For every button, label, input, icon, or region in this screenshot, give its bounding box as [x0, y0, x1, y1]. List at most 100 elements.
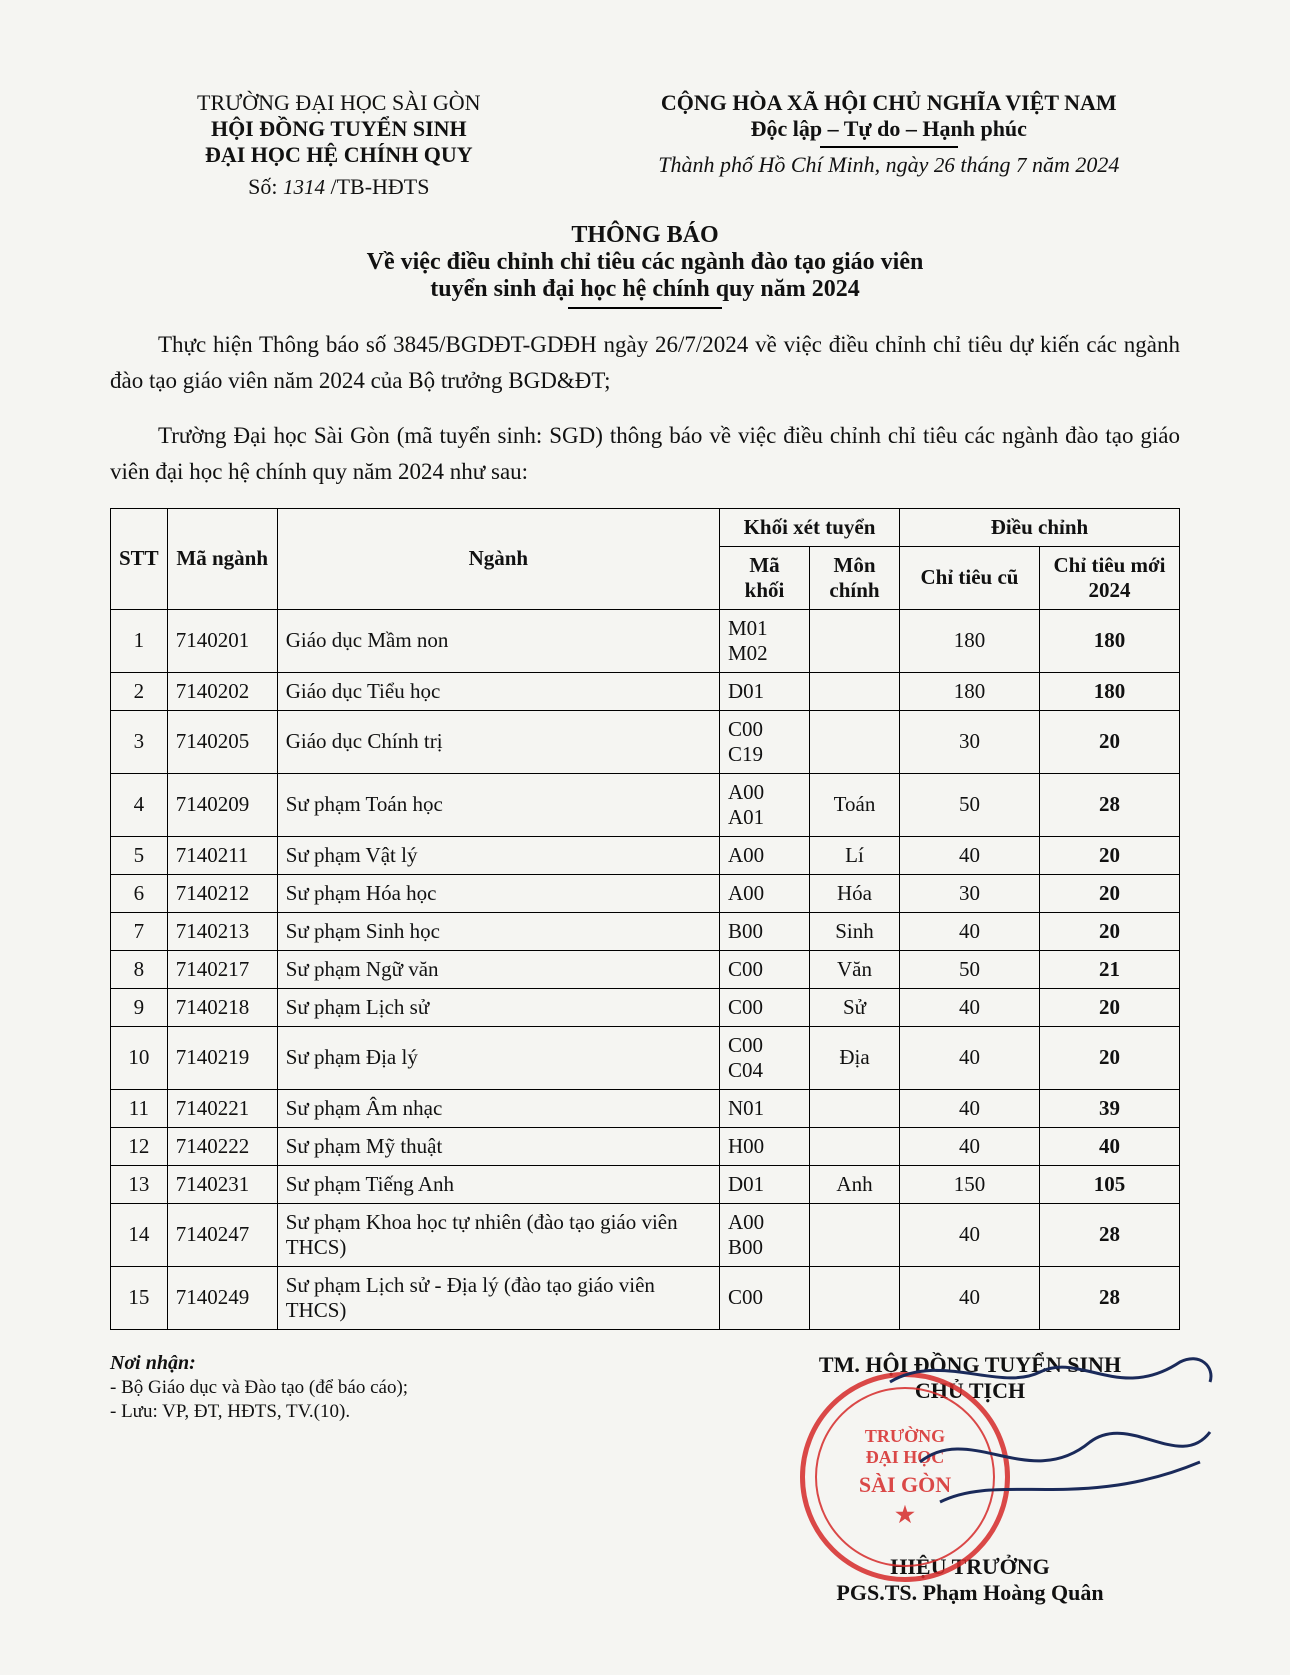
- cell-code: 7140222: [167, 1127, 277, 1165]
- cell-stt: 10: [111, 1026, 168, 1089]
- cell-major: Sư phạm Toán học: [277, 773, 719, 836]
- signature-name: PGS.TS. Phạm Hoàng Quân: [760, 1580, 1180, 1606]
- cell-khoi: C00C19: [720, 710, 810, 773]
- cell-major: Sư phạm Âm nhạc: [277, 1089, 719, 1127]
- th-khoi: Mã khối: [720, 546, 810, 609]
- th-stt: STT: [111, 508, 168, 609]
- cell-mon: Toán: [810, 773, 900, 836]
- ref-suffix: /TB-HĐTS: [330, 174, 429, 199]
- cell-stt: 6: [111, 874, 168, 912]
- header-left: TRƯỜNG ĐẠI HỌC SÀI GÒN HỘI ĐỒNG TUYỂN SI…: [110, 90, 568, 200]
- date-month-hand: 7: [1016, 153, 1027, 177]
- cell-major: Sư phạm Lịch sử - Địa lý (đào tạo giáo v…: [277, 1266, 719, 1329]
- cell-major: Giáo dục Mầm non: [277, 609, 719, 672]
- th-major: Ngành: [277, 508, 719, 609]
- reference-line: Số: 1314 /TB-HĐTS: [110, 174, 568, 200]
- cell-mon: Sinh: [810, 912, 900, 950]
- cell-old: 150: [900, 1165, 1040, 1203]
- cell-khoi: A00: [720, 836, 810, 874]
- cell-major: Sư phạm Vật lý: [277, 836, 719, 874]
- cell-stt: 4: [111, 773, 168, 836]
- th-mon: Môn chính: [810, 546, 900, 609]
- table-row: 17140201Giáo dục Mầm nonM01M02180180: [111, 609, 1180, 672]
- ref-number-handwritten: 1314: [283, 175, 325, 199]
- table-row: 57140211Sư phạm Vật lýA00Lí4020: [111, 836, 1180, 874]
- cell-old: 30: [900, 874, 1040, 912]
- cell-new: 20: [1040, 988, 1180, 1026]
- cell-code: 7140211: [167, 836, 277, 874]
- cell-old: 180: [900, 609, 1040, 672]
- title-line-3: tuyển sinh đại học hệ chính quy năm 2024: [430, 276, 859, 307]
- table-row: 127140222Sư phạm Mỹ thuậtH004040: [111, 1127, 1180, 1165]
- cell-khoi: M01M02: [720, 609, 810, 672]
- cell-old: 40: [900, 1089, 1040, 1127]
- cell-mon: [810, 609, 900, 672]
- header: TRƯỜNG ĐẠI HỌC SÀI GÒN HỘI ĐỒNG TUYỂN SI…: [110, 90, 1180, 200]
- cell-stt: 1: [111, 609, 168, 672]
- cell-khoi: C00: [720, 988, 810, 1026]
- cell-new: 39: [1040, 1089, 1180, 1127]
- recipients-item: - Lưu: VP, ĐT, HĐTS, TV.(10).: [110, 1401, 408, 1423]
- cell-mon: [810, 1203, 900, 1266]
- cell-code: 7140201: [167, 609, 277, 672]
- cell-new: 20: [1040, 710, 1180, 773]
- cell-mon: Địa: [810, 1026, 900, 1089]
- cell-mon: Anh: [810, 1165, 900, 1203]
- cell-mon: Sử: [810, 988, 900, 1026]
- cell-new: 20: [1040, 912, 1180, 950]
- cell-khoi: D01: [720, 1165, 810, 1203]
- paragraph-1: Thực hiện Thông báo số 3845/BGDĐT-GDĐH n…: [110, 327, 1180, 398]
- cell-major: Giáo dục Tiểu học: [277, 672, 719, 710]
- date-line: Thành phố Hồ Chí Minh, ngày 26 tháng 7 n…: [598, 152, 1180, 178]
- th-adjust: Điều chỉnh: [900, 508, 1180, 546]
- cell-mon: [810, 1266, 900, 1329]
- recipients-block: Nơi nhận: - Bộ Giáo dục và Đào tạo (để b…: [110, 1352, 408, 1606]
- cell-stt: 5: [111, 836, 168, 874]
- cell-mon: Hóa: [810, 874, 900, 912]
- cell-code: 7140205: [167, 710, 277, 773]
- cell-new: 28: [1040, 1266, 1180, 1329]
- cell-code: 7140218: [167, 988, 277, 1026]
- cell-code: 7140213: [167, 912, 277, 950]
- cell-khoi: B00: [720, 912, 810, 950]
- table-row: 87140217Sư phạm Ngữ vănC00Văn5021: [111, 950, 1180, 988]
- document-page: TRƯỜNG ĐẠI HỌC SÀI GÒN HỘI ĐỒNG TUYỂN SI…: [0, 0, 1290, 1675]
- cell-old: 40: [900, 1127, 1040, 1165]
- title-line-2: Về việc điều chỉnh chỉ tiêu các ngành đà…: [110, 249, 1180, 276]
- cell-khoi: N01: [720, 1089, 810, 1127]
- header-right: CỘNG HÒA XÃ HỘI CHỦ NGHĨA VIỆT NAM Độc l…: [598, 90, 1180, 200]
- motto-line: Độc lập – Tự do – Hạnh phúc: [751, 116, 1027, 146]
- cell-stt: 15: [111, 1266, 168, 1329]
- cell-mon: [810, 1089, 900, 1127]
- cell-stt: 11: [111, 1089, 168, 1127]
- cell-khoi: A00B00: [720, 1203, 810, 1266]
- footer: Nơi nhận: - Bộ Giáo dục và Đào tạo (để b…: [110, 1352, 1180, 1606]
- cell-khoi: D01: [720, 672, 810, 710]
- cell-major: Giáo dục Chính trị: [277, 710, 719, 773]
- cell-major: Sư phạm Hóa học: [277, 874, 719, 912]
- th-new: Chỉ tiêu mới 2024: [1040, 546, 1180, 609]
- table-row: 157140249Sư phạm Lịch sử - Địa lý (đào t…: [111, 1266, 1180, 1329]
- cell-major: Sư phạm Khoa học tự nhiên (đào tạo giáo …: [277, 1203, 719, 1266]
- ref-prefix: Số:: [248, 174, 277, 199]
- cell-khoi: A00A01: [720, 773, 810, 836]
- cell-old: 40: [900, 912, 1040, 950]
- quota-table-head: STT Mã ngành Ngành Khối xét tuyển Điều c…: [111, 508, 1180, 609]
- table-row: 147140247Sư phạm Khoa học tự nhiên (đào …: [111, 1203, 1180, 1266]
- th-group: Khối xét tuyển: [720, 508, 900, 546]
- cell-major: Sư phạm Tiếng Anh: [277, 1165, 719, 1203]
- table-row: 97140218Sư phạm Lịch sửC00Sử4020: [111, 988, 1180, 1026]
- table-row: 137140231Sư phạm Tiếng AnhD01Anh150105: [111, 1165, 1180, 1203]
- title-line-1: THÔNG BÁO: [110, 222, 1180, 249]
- cell-old: 40: [900, 836, 1040, 874]
- date-prefix: Thành phố Hồ Chí Minh, ngày: [658, 152, 928, 177]
- recipients-heading: Nơi nhận:: [110, 1352, 408, 1375]
- cell-code: 7140249: [167, 1266, 277, 1329]
- th-code: Mã ngành: [167, 508, 277, 609]
- cell-code: 7140221: [167, 1089, 277, 1127]
- cell-new: 105: [1040, 1165, 1180, 1203]
- cell-new: 28: [1040, 1203, 1180, 1266]
- signature-line-1: TM. HỘI ĐỒNG TUYỂN SINH: [760, 1352, 1180, 1378]
- cell-new: 20: [1040, 874, 1180, 912]
- cell-khoi: H00: [720, 1127, 810, 1165]
